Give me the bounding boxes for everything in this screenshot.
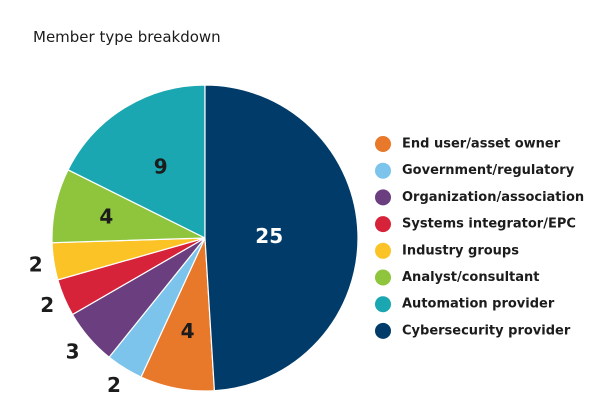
legend-label: Government/regulatory (402, 163, 575, 178)
legend-swatch (375, 162, 391, 179)
legend-swatch (375, 216, 391, 233)
data-label-organization-association: 3 (66, 339, 80, 363)
legend-label: Cybersecurity provider (402, 323, 571, 338)
legend-item-analyst-consultant: Analyst/consultant (375, 269, 540, 286)
legend-label: Analyst/consultant (402, 270, 540, 285)
data-label-cybersecurity-provider: 25 (255, 224, 283, 248)
legend-label: Industry groups (402, 243, 519, 258)
legend-item-cybersecurity-provider: Cybersecurity provider (375, 322, 571, 339)
legend: End user/asset owner Government/regulator… (375, 136, 584, 339)
pie-slice-automation-provider (67, 84, 206, 239)
legend-swatch (375, 322, 391, 339)
legend-label: End user/asset owner (402, 137, 561, 152)
data-label-systems-integrator-epc: 2 (40, 293, 54, 317)
chart-title: Member type breakdown (33, 28, 221, 46)
data-label-analyst-consultant: 4 (99, 204, 113, 228)
legend-swatch (375, 269, 391, 286)
pie-slices (51, 84, 359, 392)
legend-item-automation-provider: Automation provider (375, 296, 555, 313)
legend-label: Systems integrator/EPC (402, 217, 576, 232)
data-label-government-regulatory: 2 (107, 373, 121, 397)
legend-item-government-regulatory: Government/regulatory (375, 162, 575, 179)
legend-label: Organization/association (402, 190, 584, 205)
legend-swatch (375, 189, 391, 206)
legend-swatch (375, 136, 391, 152)
data-label-automation-provider: 9 (154, 154, 168, 178)
legend-item-industry-groups: Industry groups (375, 242, 519, 259)
legend-label: Automation provider (402, 297, 555, 312)
legend-swatch (375, 296, 391, 313)
legend-item-end-user-asset-owner: End user/asset owner (375, 136, 561, 152)
pie-slice-cybersecurity-provider (204, 84, 359, 392)
legend-swatch (375, 242, 391, 259)
data-label-end-user-asset-owner: 4 (181, 319, 195, 343)
legend-item-systems-integrator-epc: Systems integrator/EPC (375, 216, 576, 233)
legend-item-organization-association: Organization/association (375, 189, 584, 206)
data-label-industry-groups: 2 (29, 252, 43, 276)
